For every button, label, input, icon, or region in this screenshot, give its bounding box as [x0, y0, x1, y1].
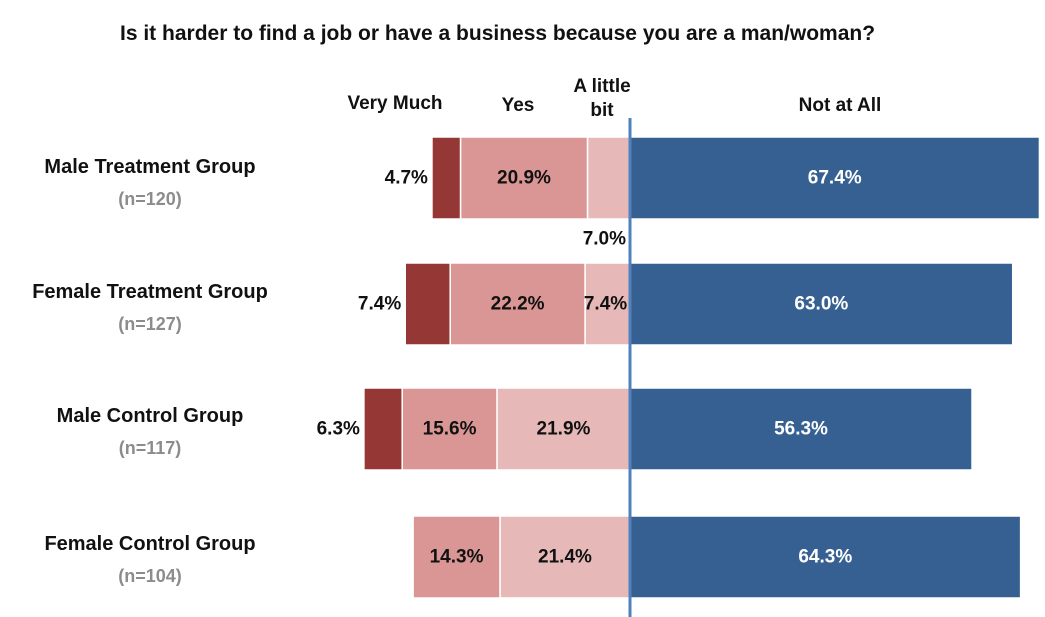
header-a-little-bit: A little bit [573, 76, 631, 121]
header-not-at-all: Not at All [798, 95, 882, 116]
row-label-male-treatment: Male Treatment Group [44, 156, 256, 178]
bar-male-treatment-not-at-all [629, 136, 1041, 220]
bar-female-control-yes [412, 515, 501, 599]
header-very-much: Very Much [347, 93, 443, 114]
label-male-control-not-at-all: 56.3% [774, 419, 828, 440]
label-male-control-very-much: 6.3% [317, 419, 360, 440]
bar-female-control-a-little-bit [499, 515, 631, 599]
label-male-control-yes: 15.6% [423, 419, 477, 440]
label-female-treatment-a-little-bit: 7.4% [584, 294, 627, 315]
label-female-control-not-at-all: 64.3% [798, 547, 852, 568]
label-male-treatment-yes: 20.9% [497, 168, 551, 189]
header-yes: Yes [501, 95, 535, 116]
bar-female-treatment-very-much [404, 262, 451, 346]
label-male-treatment-very-much: 4.7% [385, 168, 428, 189]
label-female-treatment-very-much: 7.4% [358, 294, 401, 315]
label-male-treatment-not-at-all: 67.4% [808, 168, 862, 189]
label-female-treatment-yes: 22.2% [491, 294, 545, 315]
row-label-female-treatment: Female Treatment Group [32, 281, 268, 303]
bar-female-treatment-yes [449, 262, 586, 346]
bar-female-control-not-at-all [629, 515, 1022, 599]
chart-title: Is it harder to find a job or have a bus… [120, 22, 876, 45]
label-female-treatment-not-at-all: 63.0% [794, 294, 848, 315]
label-female-control-yes: 14.3% [430, 547, 484, 568]
row-n-female-control: (n=104) [118, 566, 182, 586]
bar-male-control-not-at-all [629, 387, 973, 471]
row-label-female-control: Female Control Group [44, 533, 256, 555]
row-n-male-treatment: (n=120) [118, 189, 182, 209]
row-n-female-treatment: (n=127) [118, 314, 182, 334]
row-label-male-control: Male Control Group [56, 405, 244, 427]
label-male-treatment-a-little-bit: 7.0% [583, 229, 626, 250]
bar-male-treatment-yes [459, 136, 589, 220]
bar-male-treatment-a-little-bit [586, 136, 631, 220]
bar-male-control-yes [401, 387, 498, 471]
bar-female-treatment-not-at-all [629, 262, 1014, 346]
bar-male-control-a-little-bit [496, 387, 631, 471]
bar-female-treatment-a-little-bit [584, 262, 631, 346]
label-male-control-a-little-bit: 21.9% [537, 419, 591, 440]
bar-male-treatment-very-much [431, 136, 462, 220]
bar-male-control-very-much [363, 387, 403, 471]
label-female-control-a-little-bit: 21.4% [538, 547, 592, 568]
row-n-male-control: (n=117) [118, 438, 182, 458]
